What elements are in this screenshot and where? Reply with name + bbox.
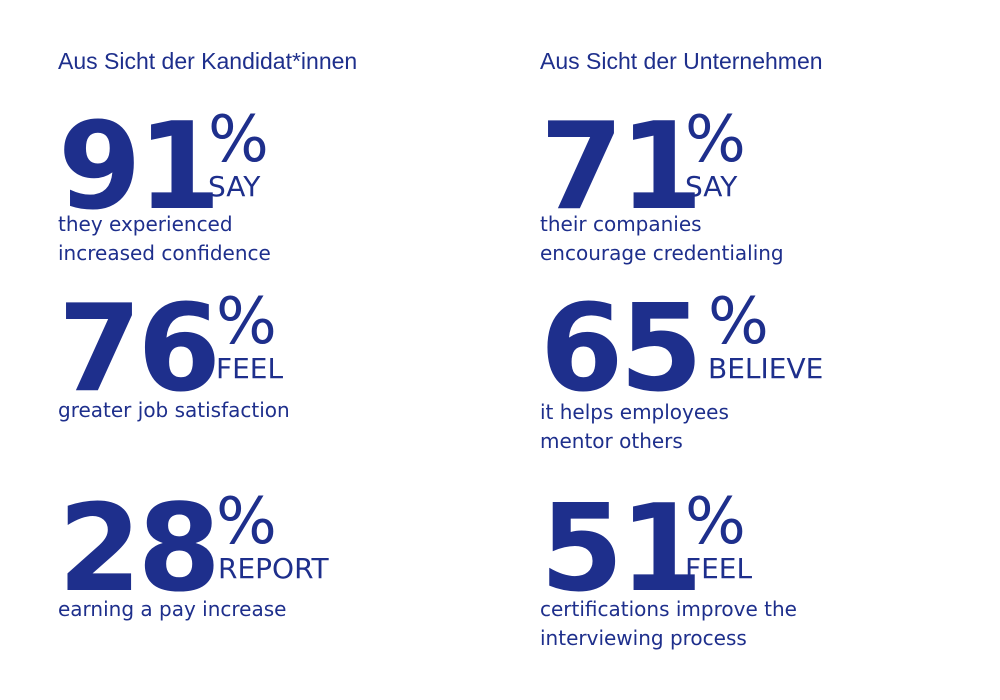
- stat-description: certifications improve the interviewing …: [540, 595, 797, 653]
- stat-verb: SAY: [208, 170, 261, 203]
- stat-verb: FEEL: [216, 352, 284, 385]
- stat-block: 28 % REPORT earning a pay increase: [58, 490, 498, 690]
- percent-sign: %: [216, 485, 277, 559]
- column-heading: Aus Sicht der Kandidat*innen: [58, 48, 358, 74]
- description-line: greater job satisfaction: [58, 398, 290, 422]
- stat-description: they experienced increased confidence: [58, 210, 271, 268]
- stat-description: greater job satisfaction: [58, 396, 290, 425]
- stat-block: 76 % FEEL greater job satisfaction: [58, 290, 498, 490]
- description-line: encourage credentialing: [540, 241, 784, 265]
- stat-block: 91 % SAY they experienced increased conf…: [58, 108, 498, 308]
- stat-verb: SAY: [685, 170, 738, 203]
- stat-number: 65: [540, 280, 703, 419]
- stat-number: 28: [58, 480, 221, 619]
- stat-number: 71: [540, 98, 703, 237]
- description-line: increased confidence: [58, 241, 271, 265]
- description-line: their companies: [540, 212, 702, 236]
- description-line: interviewing process: [540, 626, 747, 650]
- stat-number: 51: [540, 480, 703, 619]
- percent-sign: %: [708, 285, 769, 359]
- percent-sign: %: [208, 103, 269, 177]
- description-line: mentor others: [540, 429, 683, 453]
- stat-verb: BELIEVE: [708, 352, 824, 385]
- description-line: it helps employees: [540, 400, 729, 424]
- description-line: earning a pay increase: [58, 597, 287, 621]
- stat-block: 71 % SAY their companies encourage crede…: [540, 108, 980, 308]
- stat-verb: REPORT: [218, 552, 329, 585]
- stat-description: it helps employees mentor others: [540, 398, 729, 456]
- percent-sign: %: [685, 103, 746, 177]
- stat-number: 76: [58, 280, 221, 419]
- column-heading: Aus Sicht der Unternehmen: [540, 48, 823, 74]
- stat-block: 65 % BELIEVE it helps employees mentor o…: [540, 290, 980, 490]
- description-line: certifications improve the: [540, 597, 797, 621]
- percent-sign: %: [685, 485, 746, 559]
- description-line: they experienced: [58, 212, 233, 236]
- stat-number: 91: [58, 98, 221, 237]
- stat-description: their companies encourage credentialing: [540, 210, 784, 268]
- percent-sign: %: [216, 285, 277, 359]
- stat-verb: FEEL: [685, 552, 753, 585]
- stat-block: 51 % FEEL certifications improve the int…: [540, 490, 980, 690]
- stat-description: earning a pay increase: [58, 595, 286, 624]
